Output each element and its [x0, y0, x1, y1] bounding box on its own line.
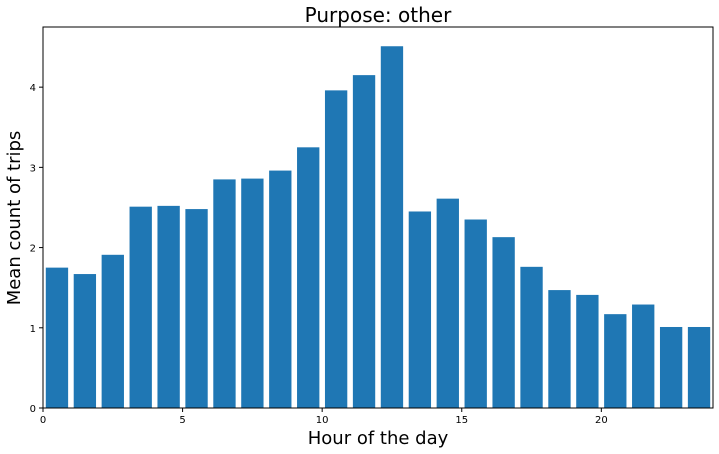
- y-tick-label: 3: [30, 163, 36, 174]
- bar-hour-12: [380, 46, 404, 409]
- bar-hour-5: [185, 209, 208, 408]
- y-tick-label: 0: [30, 404, 36, 415]
- bar-hour-0: [45, 267, 69, 408]
- x-tick-label: 0: [40, 415, 46, 426]
- y-tick-label: 4: [30, 83, 36, 94]
- y-tick-label: 1: [30, 324, 36, 335]
- bar-hour-15: [464, 219, 487, 408]
- bar-hour-10: [324, 90, 348, 408]
- bar-hour-9: [297, 147, 320, 408]
- y-axis-ticks: 0 1 2 3 4: [30, 83, 43, 415]
- bar-hour-11: [352, 75, 376, 408]
- bar-hour-16: [492, 237, 515, 408]
- bar-hour-2: [101, 254, 124, 408]
- bar-hour-8: [269, 170, 292, 408]
- y-tick-label: 2: [30, 244, 36, 255]
- bar-hour-17: [520, 266, 543, 408]
- x-axis-ticks: 0 5 10 15 20: [40, 408, 608, 426]
- bar-hour-13: [408, 211, 432, 408]
- bar-hour-7: [241, 178, 264, 408]
- plot-frame: [42, 26, 714, 409]
- x-tick-label: 5: [179, 415, 185, 426]
- bar-hour-20: [604, 314, 627, 408]
- x-tick-label: 20: [595, 415, 608, 426]
- bar-hour-6: [213, 179, 236, 408]
- bar-hour-1: [73, 274, 97, 408]
- x-tick-label: 15: [455, 415, 468, 426]
- bar-hour-3: [129, 206, 152, 408]
- x-tick-label: 10: [316, 415, 329, 426]
- bar-hour-18: [548, 290, 571, 408]
- chart-title: Purpose: other: [305, 3, 452, 27]
- x-axis-label: Hour of the day: [308, 428, 449, 449]
- y-axis-label: Mean count of trips: [4, 131, 25, 306]
- bar-hour-14: [436, 198, 459, 408]
- bar-hour-23: [687, 326, 711, 408]
- bars-group: [45, 46, 711, 409]
- bar-hour-21: [632, 304, 655, 408]
- bar-hour-22: [659, 326, 683, 408]
- bar-hour-19: [576, 294, 599, 408]
- bar-hour-4: [157, 205, 180, 408]
